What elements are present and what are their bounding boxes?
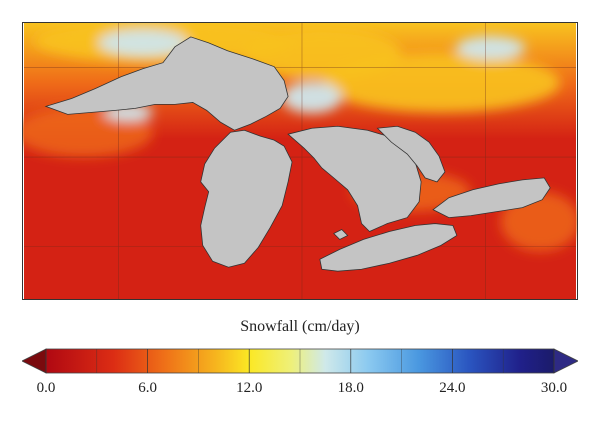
colorbar-tick-label: 18.0 — [337, 380, 364, 396]
colorbar — [22, 348, 578, 374]
colorbar-tick-label: 12.0 — [236, 380, 263, 396]
lake-huron — [287, 125, 422, 232]
colorbar-title: Snowfall (cm/day) — [240, 318, 360, 335]
colorbar-tick-label: 0.0 — [36, 380, 56, 396]
colorbar-over-arrow — [553, 348, 578, 374]
lake-st-clair — [333, 229, 349, 240]
colorbar-tick-label: 24.0 — [439, 380, 466, 396]
colorbar-tick-label: 6.0 — [138, 380, 157, 396]
lake-michigan — [200, 129, 293, 268]
snowfall-map — [22, 22, 578, 300]
lake-ontario — [432, 177, 551, 218]
lake-superior — [44, 36, 289, 131]
grid-lines — [24, 23, 576, 299]
colorbar-under-arrow — [22, 348, 47, 374]
lake-erie — [319, 223, 458, 272]
great-lakes — [44, 36, 551, 272]
colorbar-tick-label: 30.0 — [540, 380, 568, 396]
georgian-bay — [376, 125, 446, 183]
